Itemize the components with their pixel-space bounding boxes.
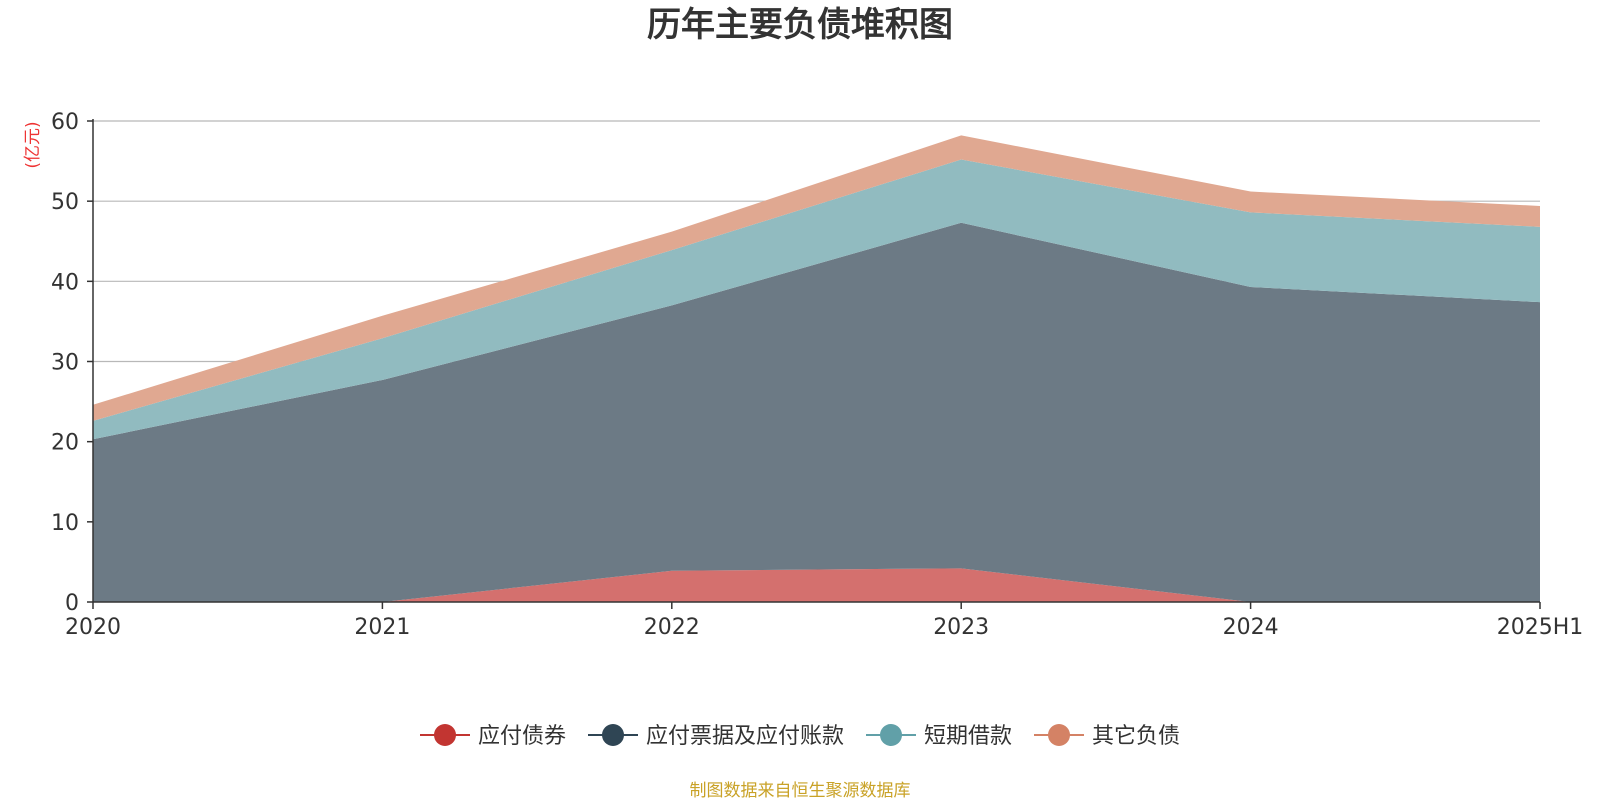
y-tick-label-30: 30 — [51, 351, 79, 376]
x-tick-label-2022: 2022 — [644, 615, 700, 640]
legend-label-2: 短期借款 — [924, 724, 1012, 749]
y-tick-label-10: 10 — [51, 511, 79, 536]
y-tick-label-60: 60 — [51, 110, 79, 135]
x-tick-label-2021: 2021 — [354, 615, 410, 640]
legend-label-1: 应付票据及应付账款 — [646, 724, 844, 749]
legend-item-0[interactable]: 应付债券 — [420, 724, 566, 749]
y-tick-label-40: 40 — [51, 270, 79, 295]
legend-label-3: 其它负债 — [1092, 724, 1180, 749]
legend-marker-2 — [880, 724, 902, 746]
x-tick-label-2020: 2020 — [65, 615, 121, 640]
y-axis-unit-label: (亿元) — [23, 121, 43, 168]
area-series-1[interactable] — [93, 222, 1540, 603]
y-tick-label-0: 0 — [65, 591, 79, 616]
legend-item-1[interactable]: 应付票据及应付账款 — [588, 724, 844, 749]
x-tick-label-2024: 2024 — [1223, 615, 1279, 640]
source-note: 制图数据来自恒生聚源数据库 — [690, 781, 911, 800]
x-tick-label-2025H1: 2025H1 — [1497, 615, 1584, 640]
y-tick-label-20: 20 — [51, 431, 79, 456]
area-series-2[interactable] — [93, 159, 1540, 440]
legend-marker-1 — [602, 724, 624, 746]
area-series-3[interactable] — [93, 135, 1540, 421]
legend-marker-3 — [1048, 724, 1070, 746]
x-tick-label-2023: 2023 — [933, 615, 989, 640]
legend-item-2[interactable]: 短期借款 — [866, 724, 1012, 749]
chart-title: 历年主要负债堆积图 — [647, 5, 953, 45]
legend-label-0: 应付债券 — [478, 724, 566, 749]
axis-layer: 0 10 20 30 40 50 60 2020 2021 2022 2023 2024 2025H1 — [51, 110, 1583, 640]
y-tick-label-50: 50 — [51, 190, 79, 215]
area-series-0[interactable] — [93, 568, 1540, 602]
legend: 应付债券 应付票据及应付账款 短期借款 其它负债 — [420, 724, 1180, 749]
legend-item-3[interactable]: 其它负债 — [1034, 724, 1180, 749]
area-layer — [93, 135, 1540, 603]
legend-marker-0 — [434, 724, 456, 746]
